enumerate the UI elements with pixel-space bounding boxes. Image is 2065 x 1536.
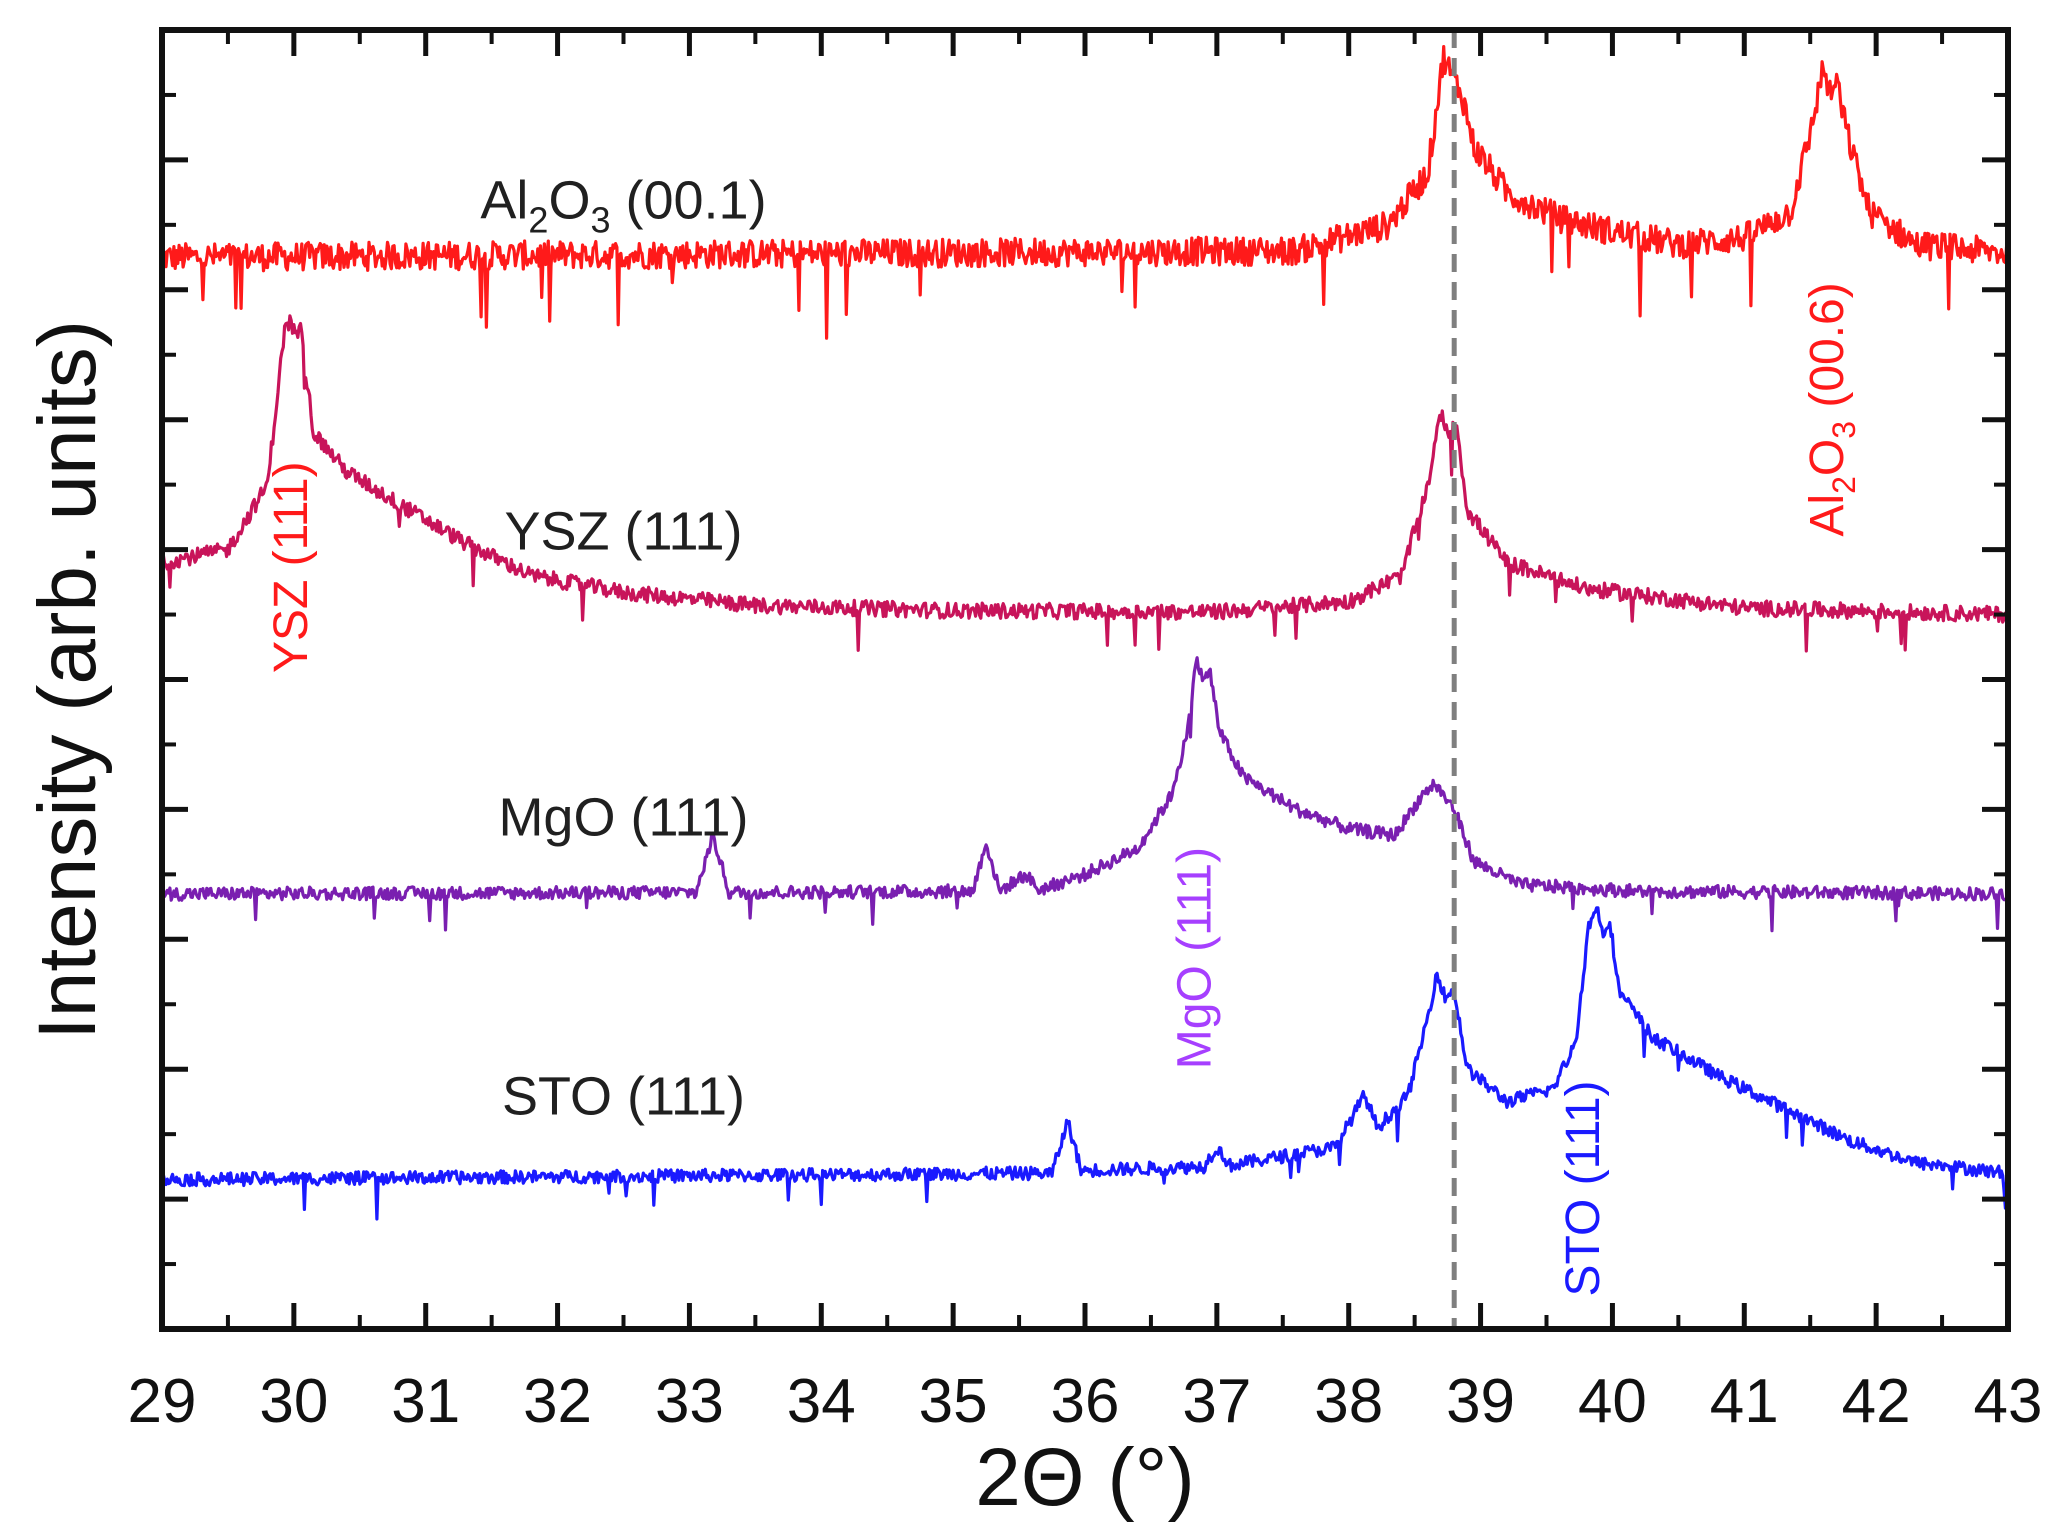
x-tick-label: 40 — [1578, 1367, 1647, 1436]
x-tick-label: 37 — [1182, 1367, 1251, 1436]
plot-frame — [159, 27, 2011, 1332]
x-tick-label: 38 — [1314, 1367, 1383, 1436]
x-tick-label: 42 — [1842, 1367, 1911, 1436]
series-line-3 — [160, 906, 2010, 1221]
series-line-2 — [160, 656, 2009, 933]
x-tick-label: 41 — [1710, 1367, 1779, 1436]
x-tick-label: 33 — [655, 1367, 724, 1436]
peak-annotation-1: MgO (111) — [1168, 847, 1221, 1069]
x-tick-label: 29 — [128, 1367, 197, 1436]
x-tick-label: 36 — [1051, 1367, 1120, 1436]
x-tick-label: 31 — [391, 1367, 460, 1436]
x-axis-label: 2Θ (°) — [975, 1432, 1195, 1523]
series-label-al2o3-001: Al2O3 (00.1) — [480, 170, 766, 240]
labels-layer: Al2O3 (00.1) YSZ (111) MgO (111) STO (111) Y… — [265, 170, 1862, 1296]
peak-annotation-al2o3-006: Al2O3 (00.6) — [1801, 282, 1862, 536]
x-tick-label: 39 — [1446, 1367, 1515, 1436]
y-axis-label: Intensity (arb. units) — [22, 320, 113, 1040]
x-tick-label: 34 — [787, 1367, 856, 1436]
peak-annotation-0: YSZ (111) — [265, 461, 318, 673]
peak-annotation-2: STO (111) — [1557, 1080, 1610, 1296]
series-line-1 — [160, 314, 2010, 653]
series-label-0: YSZ (111) — [504, 502, 742, 562]
series-layer — [160, 45, 2010, 1221]
x-tick-label: 30 — [259, 1367, 328, 1436]
x-tick-label: 35 — [919, 1367, 988, 1436]
x-tick-label: 32 — [523, 1367, 592, 1436]
x-tick-labels: 29 30 31 32 33 34 35 36 37 38 39 40 41 42 43 — [128, 1367, 2043, 1436]
series-label-1: MgO (111) — [498, 787, 748, 847]
x-tick-label: 43 — [1974, 1367, 2043, 1436]
series-label-2: STO (111) — [502, 1067, 745, 1127]
series-line-0 — [161, 45, 2010, 340]
